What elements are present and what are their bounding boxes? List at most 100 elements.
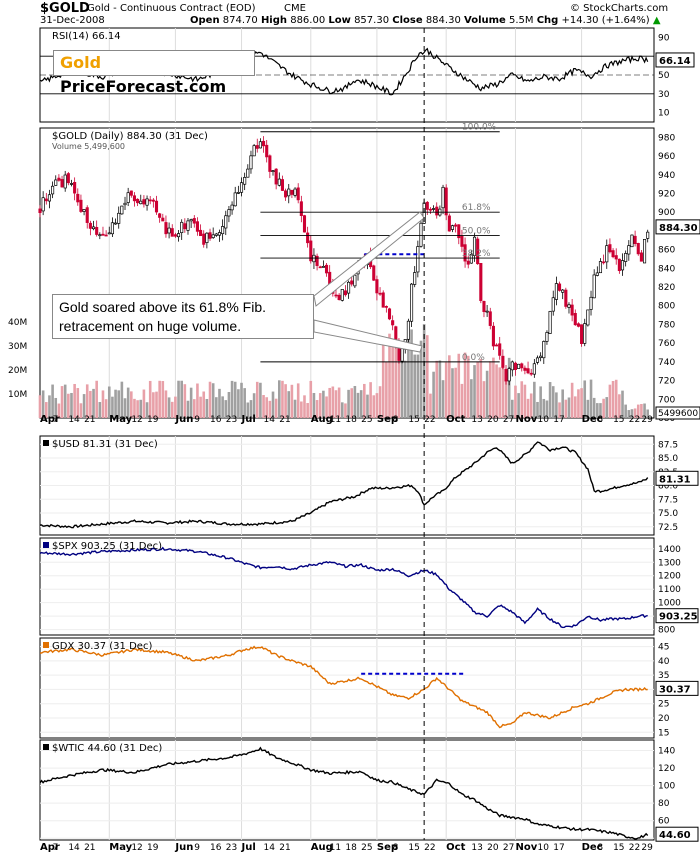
candle-body <box>513 362 518 370</box>
volume-bar <box>318 393 322 418</box>
candle-body <box>214 233 218 236</box>
volume-bar <box>334 390 338 418</box>
x-tick-label: 25 <box>361 415 372 425</box>
volume-bar <box>523 384 527 418</box>
volume-bar <box>589 379 593 418</box>
x-tick-label: Sep <box>377 842 398 853</box>
candle-body <box>592 274 596 299</box>
volume-bar <box>60 386 64 418</box>
candle-body <box>208 232 212 239</box>
volume-bar <box>627 410 631 418</box>
candle-body <box>378 292 382 295</box>
candle-body <box>239 182 244 193</box>
x-tick-label: 8 <box>393 415 399 425</box>
candle-body <box>428 208 432 211</box>
header-name: Gold - Continuous Contract (EOD) <box>87 3 256 14</box>
x-tick-label: 22 <box>424 843 435 853</box>
volume-bar <box>394 347 398 418</box>
x-tick-label: 8 <box>597 415 603 425</box>
candle-body <box>501 355 505 368</box>
x-tick-label: 15 <box>408 415 419 425</box>
candle-body <box>221 226 225 235</box>
candle-body <box>211 234 215 238</box>
panel-frame-gdx <box>39 637 655 739</box>
volume-bar <box>381 341 385 418</box>
header-ohlc: Open 874.70 High 886.00 Low 857.30 Close… <box>190 15 661 26</box>
last-value-box <box>655 470 699 486</box>
volume-bar <box>624 404 627 418</box>
candle-body <box>76 193 80 203</box>
x-tick-label: Oct <box>446 842 465 853</box>
volume-bar <box>577 389 580 418</box>
gold-tick-label: 980 <box>658 133 675 143</box>
candle-body <box>321 266 325 268</box>
y-tick-label: 80.0 <box>658 482 678 492</box>
volume-bar <box>117 390 121 418</box>
candle-body <box>624 253 628 262</box>
panel-title: GDX 30.37 (31 Dec) <box>52 641 152 652</box>
volume-bar <box>372 395 376 418</box>
volume-bar <box>208 381 212 418</box>
x-tick-label: 15 <box>408 843 419 853</box>
y-tick-label: 72.5 <box>658 523 678 533</box>
y-tick-label: 75.0 <box>658 509 678 519</box>
candle-body <box>79 199 83 212</box>
volume-bar <box>573 396 577 418</box>
volume-bar <box>533 381 536 418</box>
volume-bar <box>328 387 331 418</box>
x-tick-label: 17 <box>553 843 564 853</box>
x-tick-label: 22 <box>629 415 640 425</box>
x-tick-label: 16 <box>210 843 222 853</box>
volume-bar <box>174 396 177 418</box>
gold-tick-label: 920 <box>658 189 675 199</box>
close-label: Close <box>392 15 423 26</box>
volume-bar <box>485 370 489 418</box>
volume-bar <box>104 399 108 418</box>
volume-bar <box>161 381 165 418</box>
y-tick-label: 85.0 <box>658 454 678 464</box>
candle-body <box>243 177 247 185</box>
annotation-line-1: Gold soared above its 61.8% Fib. <box>59 299 267 315</box>
close-value: 884.30 <box>425 15 461 26</box>
panel-frame-wtic <box>39 739 655 841</box>
volume-bar <box>180 380 183 418</box>
volume-bar <box>158 380 161 418</box>
candle-body <box>233 192 237 207</box>
volume-bar <box>353 385 357 418</box>
volume-bar <box>413 354 416 418</box>
candle-body <box>186 220 190 231</box>
volume-bar <box>249 400 253 418</box>
candle-body <box>180 221 184 234</box>
rsi-tick-label: 10 <box>658 109 670 119</box>
x-tick-label: Oct <box>446 414 465 425</box>
candle-body <box>101 233 105 236</box>
volume-bar <box>410 329 413 418</box>
candle-body <box>126 192 130 203</box>
candle-body <box>539 355 543 358</box>
volume-bar <box>501 356 505 418</box>
volume-bar <box>133 398 136 418</box>
volume-bar <box>51 384 54 418</box>
candle-body <box>542 341 546 359</box>
chg-label: Chg <box>536 15 559 26</box>
volume-bar <box>252 393 256 418</box>
volume-bar <box>262 395 265 418</box>
volume-bar <box>419 340 423 418</box>
volume-bar <box>120 381 124 418</box>
candle-body <box>85 207 89 223</box>
x-tick-label: 14 <box>264 843 276 853</box>
candle-body <box>51 185 55 195</box>
candle-body <box>450 225 455 230</box>
watermark-box: Gold PriceForecast.com <box>53 50 255 96</box>
candle-body <box>583 323 587 344</box>
volume-bar <box>233 381 237 418</box>
candle-body <box>334 294 338 297</box>
x-tick-label: Jun <box>174 842 193 853</box>
candle-body <box>576 323 580 327</box>
volume-bar <box>344 403 347 418</box>
candle-body <box>88 222 92 229</box>
volume-bar <box>432 371 435 418</box>
panel-title: $WTIC 44.60 (31 Dec) <box>52 743 162 754</box>
volume-bar <box>337 387 341 418</box>
x-tick-label: 17 <box>553 415 564 425</box>
